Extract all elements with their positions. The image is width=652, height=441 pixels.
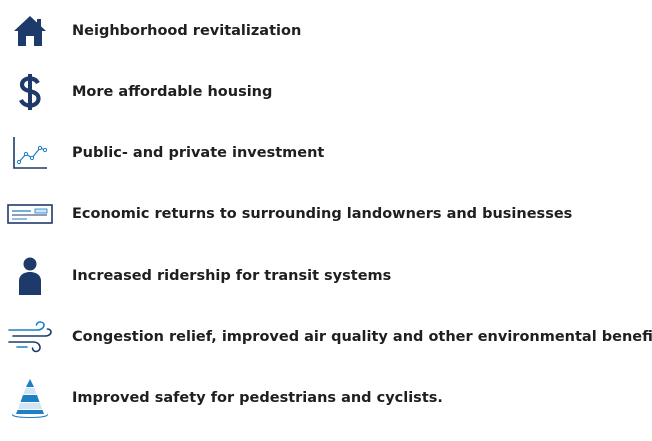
- dollar-sign-icon: [4, 70, 56, 114]
- line-chart-icon: [4, 131, 56, 175]
- benefit-label: Neighborhood revitalization: [72, 23, 302, 39]
- benefit-item-ridership: Increased ridership for transit systems: [0, 254, 652, 298]
- benefit-label: Economic returns to surrounding landowne…: [72, 206, 573, 222]
- benefit-label: Improved safety for pedestrians and cycl…: [72, 390, 443, 406]
- wind-icon: [4, 315, 56, 359]
- benefit-item-neighborhood-revitalization: Neighborhood revitalization: [0, 9, 652, 53]
- benefit-label: Congestion relief, improved air quality …: [72, 329, 652, 345]
- benefit-item-economic-returns: Economic returns to surrounding landowne…: [0, 192, 652, 236]
- benefit-label: More affordable housing: [72, 84, 273, 100]
- benefit-item-environmental: Congestion relief, improved air quality …: [0, 315, 652, 359]
- benefit-item-investment: Public- and private investment: [0, 131, 652, 175]
- house-icon: [4, 9, 56, 53]
- benefit-label: Public- and private investment: [72, 145, 325, 161]
- benefit-label: Increased ridership for transit systems: [72, 268, 392, 284]
- person-icon: [4, 254, 56, 298]
- traffic-cone-icon: [4, 376, 56, 420]
- bank-check-icon: [4, 192, 56, 236]
- benefit-item-safety: Improved safety for pedestrians and cycl…: [0, 376, 652, 420]
- benefit-item-affordable-housing: More affordable housing: [0, 70, 652, 114]
